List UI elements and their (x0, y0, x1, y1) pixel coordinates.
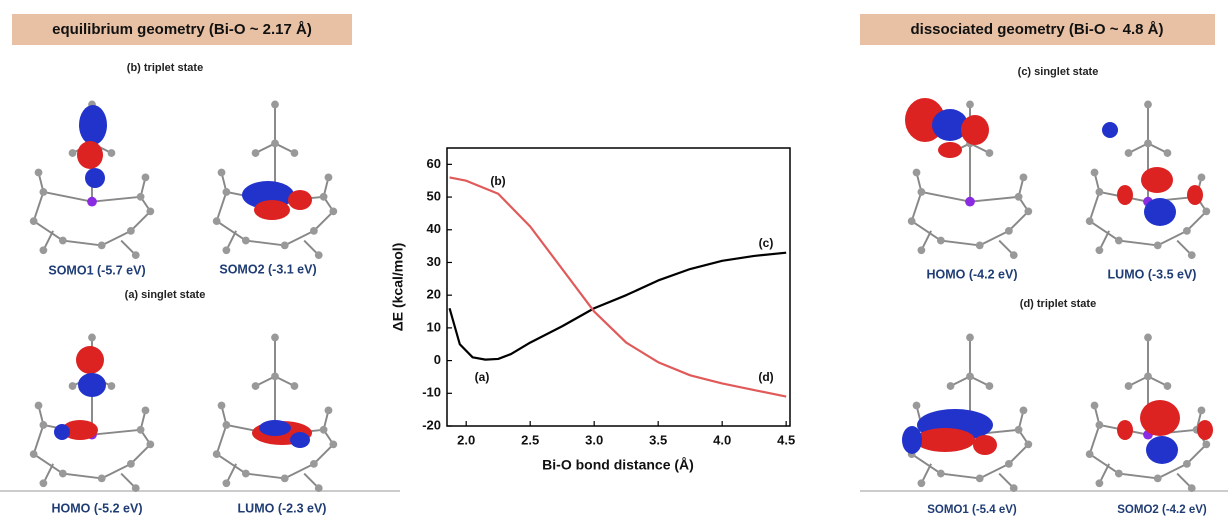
state-label: (a) singlet state (125, 289, 206, 301)
state-label: (b) triplet state (127, 62, 203, 74)
chart: Bi-O bond distance (Å) ΔE (kcal/mol) 2.0… (390, 147, 795, 473)
data-line (449, 176, 787, 398)
state-label: (d) triplet state (1020, 298, 1096, 310)
x-tick-label: 2.5 (521, 432, 539, 447)
x-tick-label: 3.5 (649, 432, 667, 447)
y-tick-label: -10 (422, 385, 441, 400)
orbital-label: LUMO (-2.3 eV) (238, 501, 327, 515)
y-tick-label: 0 (434, 352, 441, 367)
panel-header: dissociated geometry (Bi-O ~ 4.8 Å) (911, 21, 1164, 38)
molecule (211, 332, 339, 493)
orbital (77, 105, 312, 220)
orbital-label: LUMO (-3.5 eV) (1108, 267, 1197, 281)
y-tick-label: 50 (427, 188, 441, 203)
x-tick-label: 4.5 (777, 432, 795, 447)
state-label: (c) singlet state (1018, 66, 1099, 78)
orbital-label: SOMO1 (-5.4 eV) (927, 504, 1017, 516)
y-tick-label: 60 (427, 156, 441, 171)
orbital-label: HOMO (-4.2 eV) (927, 267, 1018, 281)
orbital (54, 346, 312, 448)
x-tick-label: 3.0 (585, 432, 603, 447)
annotation: (a) (475, 370, 490, 384)
y-tick-label: 10 (427, 319, 441, 334)
orbital-label: HOMO (-5.2 eV) (52, 501, 143, 515)
orbital-label: SOMO2 (-4.2 eV) (1117, 504, 1207, 516)
y-axis-label: ΔE (kcal/mol) (390, 243, 406, 332)
y-tick-label: 20 (427, 287, 441, 302)
plot-frame (446, 147, 791, 427)
orbital-label: SOMO2 (-3.1 eV) (219, 262, 316, 276)
annotation: (b) (490, 174, 505, 188)
annotation: (c) (759, 236, 774, 250)
y-tick-label: 30 (427, 254, 441, 269)
orbital (902, 400, 1213, 464)
x-axis-label: Bi-O bond distance (Å) (542, 457, 694, 473)
orbital-label: SOMO1 (-5.7 eV) (48, 263, 145, 277)
y-tick-label: 40 (427, 221, 441, 236)
y-tick-label: -20 (422, 417, 441, 432)
header-box (860, 14, 1215, 45)
molecule (211, 99, 339, 260)
x-tick-label: 4.0 (713, 432, 731, 447)
orbital (905, 98, 1203, 226)
x-tick-label: 2.0 (457, 432, 475, 447)
data-line (448, 251, 787, 361)
annotation: (d) (758, 370, 773, 384)
panel-header: equilibrium geometry (Bi-O ~ 2.17 Å) (52, 21, 312, 38)
header-box (12, 14, 352, 45)
